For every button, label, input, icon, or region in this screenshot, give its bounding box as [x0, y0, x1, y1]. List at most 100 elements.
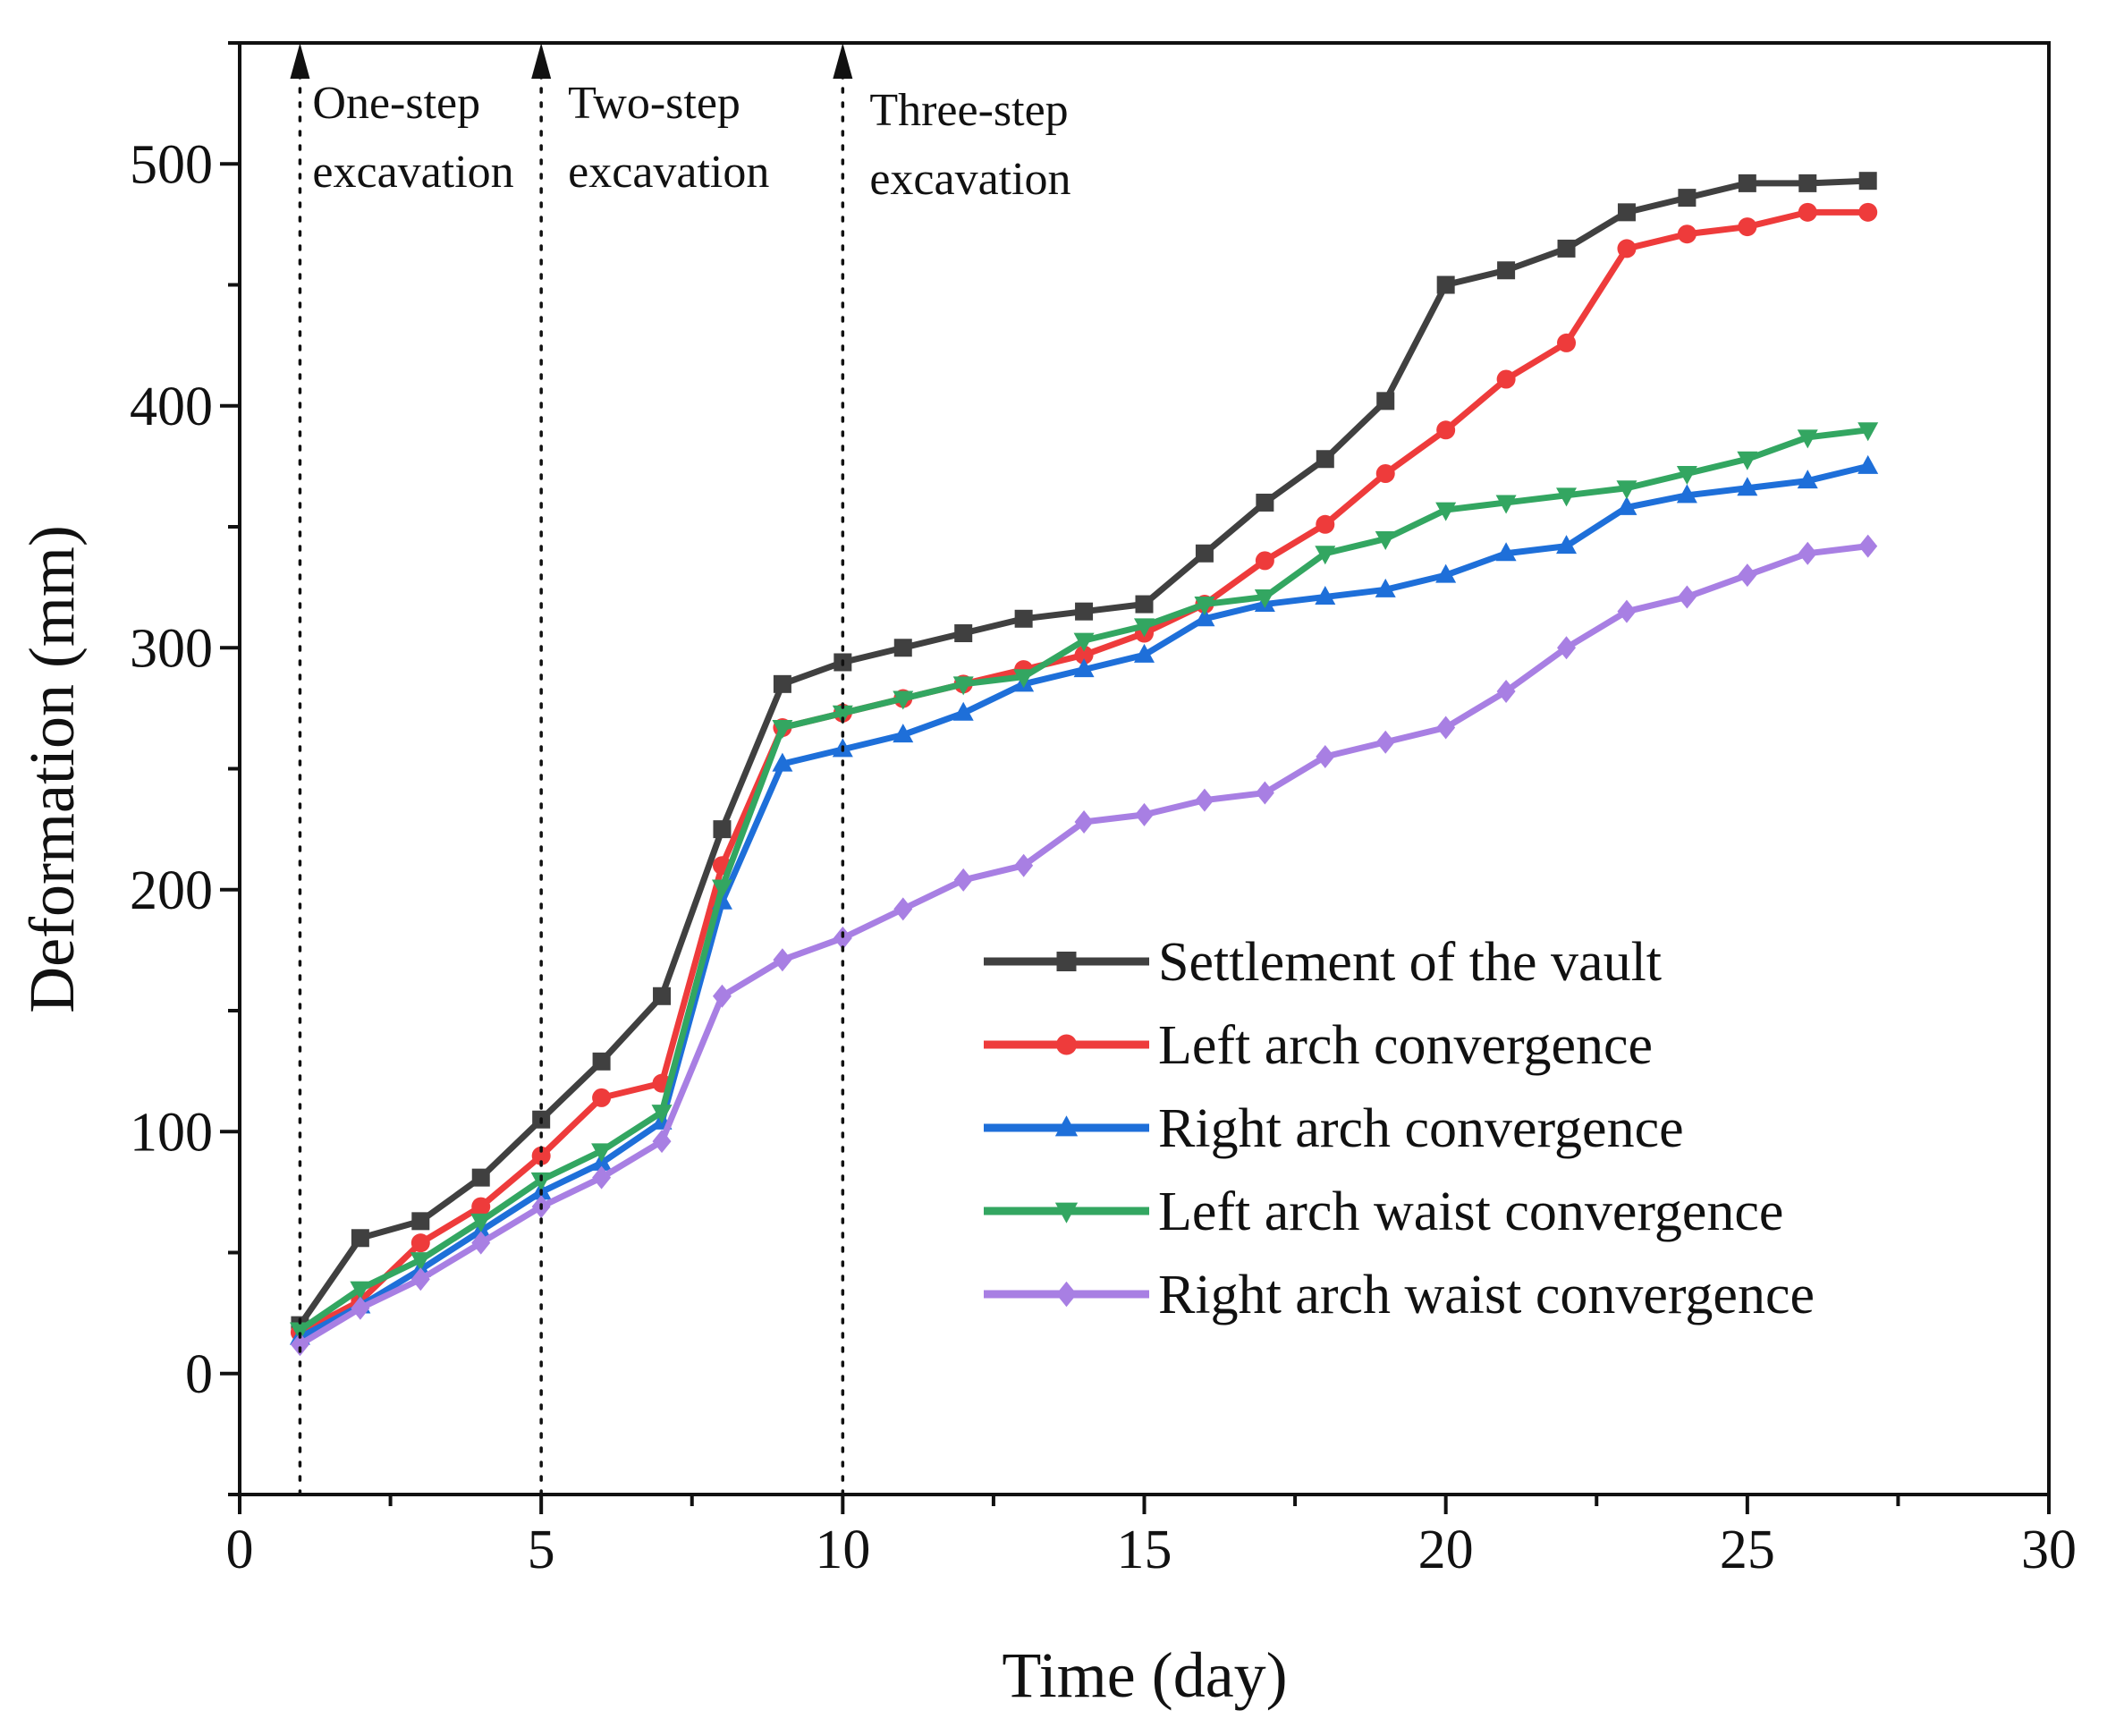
series-4-point [1073, 632, 1095, 652]
legend-marker [1055, 1281, 1078, 1308]
series-4-point [1315, 546, 1336, 565]
series-2-point [1677, 224, 1697, 244]
series-4-point [1435, 502, 1457, 521]
series-3-point [893, 724, 914, 743]
series-1-point [471, 1168, 490, 1187]
series-4-point [530, 1172, 552, 1191]
y-axis: 0 100 200 300 400 500 [130, 41, 240, 1496]
excavation-arrow [290, 43, 310, 79]
series-4-point [350, 1281, 371, 1300]
y-tick-label: 500 [130, 134, 213, 195]
excavation-annotations: One-step excavation Two-step excavation Thre… [290, 43, 1071, 1496]
series-2-point [1496, 369, 1516, 389]
series-1-point [1014, 609, 1033, 628]
x-tick-label: 10 [815, 1520, 870, 1580]
excavation-label: Two-step [568, 78, 740, 129]
series-5-point [833, 926, 852, 950]
series-5-point [1798, 541, 1817, 565]
series-5-point [1074, 810, 1094, 834]
series-5-point [592, 1165, 612, 1190]
excavation-label: Three-step [869, 85, 1068, 136]
series-4-point [1134, 618, 1155, 638]
excavation-arrow [833, 43, 853, 79]
series-3-point [1315, 585, 1336, 605]
series-4-point [651, 1105, 673, 1124]
series-4-point [1797, 429, 1818, 449]
series-3-point [952, 701, 974, 721]
legend-label: Settlement of the vault [1158, 932, 1662, 993]
y-tick-label: 200 [130, 860, 213, 921]
series-1-point [1557, 239, 1576, 258]
legend-marker [1054, 1115, 1079, 1137]
series-3-point [1737, 477, 1758, 496]
x-axis-title: Time (day) [1002, 1639, 1287, 1711]
series-2-point [471, 1197, 491, 1216]
legend-label: Left arch waist convergence [1158, 1181, 1783, 1242]
series-4-point [1676, 465, 1697, 485]
excavation-arrow [531, 43, 552, 79]
x-tick-label: 0 [226, 1520, 254, 1580]
legend-marker [1054, 1202, 1079, 1224]
series-4-point [1737, 451, 1758, 470]
series-4-point [1013, 669, 1035, 689]
series-1-point [954, 624, 973, 643]
series-3-point [1857, 454, 1879, 474]
series-4-point [289, 1322, 310, 1342]
series-4-point [1857, 422, 1879, 442]
series-5-point [1014, 853, 1034, 877]
series-2-point [410, 1233, 430, 1253]
series-2-point [592, 1088, 612, 1107]
series-2-point [1255, 551, 1274, 571]
legend-label: Right arch waist convergence [1158, 1265, 1815, 1325]
series-2-point [1074, 645, 1094, 665]
series-4-point [952, 676, 974, 696]
y-axis-title: Deformation (mm) [16, 525, 88, 1013]
legend-label: Left arch convergence [1158, 1015, 1653, 1076]
series-5-point [893, 897, 913, 921]
series-4-point [470, 1213, 492, 1232]
series-5-point [1557, 636, 1577, 660]
series-1-point [893, 639, 912, 657]
series-1-point [713, 820, 732, 839]
series-3-point [1556, 535, 1578, 555]
series-5-point [953, 868, 973, 892]
series-2-point [1738, 217, 1757, 237]
series-1-point [1738, 174, 1756, 192]
series-5-point [652, 1130, 672, 1154]
series-2-point [1375, 463, 1395, 483]
legend-marker [1056, 952, 1077, 971]
series-5-point [1255, 781, 1274, 805]
excavation-label: One-step [312, 78, 480, 129]
series-2-point [1557, 333, 1577, 352]
series-5-point [410, 1267, 430, 1291]
series-2-point [1436, 420, 1456, 440]
series-1-point [1135, 595, 1154, 614]
series-5-point [1316, 744, 1335, 768]
series-1-point [1256, 493, 1274, 512]
series-2-point [1316, 514, 1335, 534]
series-4-point [1375, 531, 1396, 551]
series-3-point [1797, 470, 1818, 489]
series-4-point [1194, 597, 1215, 616]
series-4-point [1254, 589, 1275, 608]
series-4-point [772, 720, 793, 740]
y-tick-label: 300 [130, 618, 213, 679]
legend-marker [1055, 1034, 1078, 1055]
series-1-point [1195, 544, 1214, 563]
excavation-label: excavation [568, 147, 769, 198]
series-2-point [1858, 202, 1878, 222]
series-5-point [1135, 802, 1154, 826]
series-3-point [1073, 658, 1095, 678]
series-3-point [1375, 578, 1396, 597]
series-1-point [592, 1052, 611, 1071]
series-4-point [1556, 487, 1578, 507]
series-1-point [1075, 602, 1094, 621]
series-5-point [1375, 730, 1395, 754]
series-4-point [1495, 495, 1517, 514]
series-4-point [893, 690, 914, 710]
series-3-point [772, 752, 793, 772]
series-5-point [471, 1231, 491, 1255]
x-tick-label: 25 [1720, 1520, 1775, 1580]
excavation-label: excavation [869, 154, 1070, 205]
